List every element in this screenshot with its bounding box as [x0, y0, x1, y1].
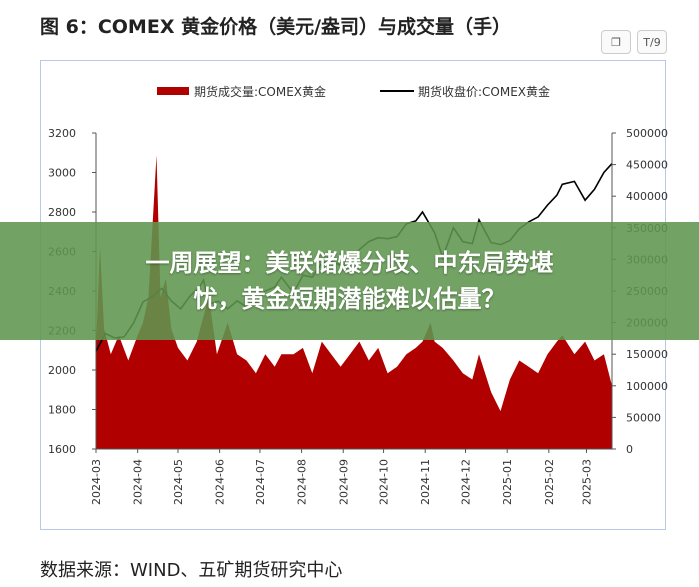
article-headline-banner[interactable]: 一周展望：美联储爆分歧、中东局势堪 忧，黄金短期潜能难以估量？ [0, 222, 699, 340]
x-axis-tick-label: 2024-03 [90, 459, 103, 505]
right-axis-tick-label: 50000 [626, 411, 661, 424]
x-axis-tick-label: 2024-04 [132, 459, 145, 505]
data-source: 数据来源：WIND、五矿期货研究中心 [40, 560, 343, 581]
left-axis-tick-label: 3200 [48, 127, 76, 140]
x-axis-tick-label: 2024-09 [337, 459, 350, 505]
headline-line-1: 一周展望：美联储爆分歧、中东局势堪 [145, 249, 554, 277]
x-axis-tick-label: 2024-08 [296, 459, 309, 505]
x-axis-tick-label: 2024-07 [254, 459, 267, 505]
right-axis-tick-label: 400000 [626, 190, 668, 203]
x-axis-tick-label: 2025-01 [501, 459, 514, 505]
volume-series-area [96, 155, 612, 449]
left-axis-tick-label: 1800 [48, 404, 76, 417]
x-axis-tick-label: 2024-05 [172, 459, 185, 505]
figure-title: 图 6：COMEX 黄金价格（美元/盎司）与成交量（手） [40, 16, 512, 38]
image-toolbar: ❐ T/9 [601, 30, 667, 54]
right-axis-tick-label: 0 [626, 443, 633, 456]
right-axis-tick-label: 150000 [626, 348, 668, 361]
right-axis-tick-label: 500000 [626, 127, 668, 140]
copy-icon: ❐ [611, 35, 621, 49]
translate-label: T/9 [643, 35, 661, 49]
left-axis-tick-label: 2800 [48, 206, 76, 219]
translate-button[interactable]: T/9 [637, 30, 667, 54]
x-axis-tick-label: 2024-12 [460, 459, 473, 505]
legend-label-volume: 期货成交量:COMEX黄金 [194, 84, 326, 99]
x-axis-tick-label: 2024-11 [419, 459, 432, 505]
left-axis-tick-label: 3000 [48, 167, 76, 180]
left-axis-tick-label: 2000 [48, 364, 76, 377]
x-axis-tick-label: 2024-10 [378, 459, 391, 505]
left-axis-tick-label: 1600 [48, 443, 76, 456]
x-axis-tick-label: 2025-02 [543, 459, 556, 505]
x-axis-tick-label: 2025-03 [580, 459, 593, 505]
right-axis-tick-label: 100000 [626, 380, 668, 393]
legend-swatch-volume [157, 87, 189, 95]
copy-button[interactable]: ❐ [601, 30, 631, 54]
legend: 期货成交量:COMEX黄金 期货收盘价:COMEX黄金 [157, 84, 550, 99]
x-axis-tick-label: 2024-06 [214, 459, 227, 505]
right-axis-tick-label: 450000 [626, 159, 668, 172]
legend-label-price: 期货收盘价:COMEX黄金 [418, 84, 550, 99]
headline-line-2: 忧，黄金短期潜能难以估量？ [193, 285, 506, 313]
